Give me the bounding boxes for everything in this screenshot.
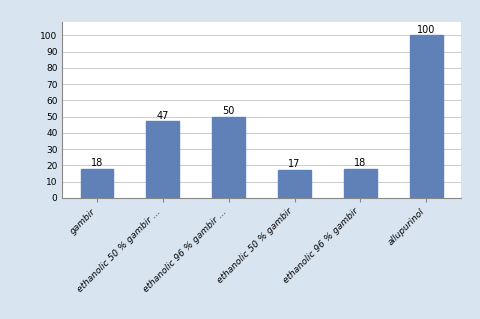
Text: 47: 47 <box>156 111 169 121</box>
Text: 18: 18 <box>354 158 367 168</box>
Text: 100: 100 <box>417 25 435 34</box>
Text: 50: 50 <box>223 106 235 116</box>
Bar <box>410 35 443 198</box>
Bar <box>344 168 377 198</box>
Bar <box>81 168 113 198</box>
Text: 18: 18 <box>91 158 103 168</box>
Bar <box>212 116 245 198</box>
Bar <box>278 170 311 198</box>
Bar <box>146 122 180 198</box>
Text: 17: 17 <box>288 160 300 169</box>
